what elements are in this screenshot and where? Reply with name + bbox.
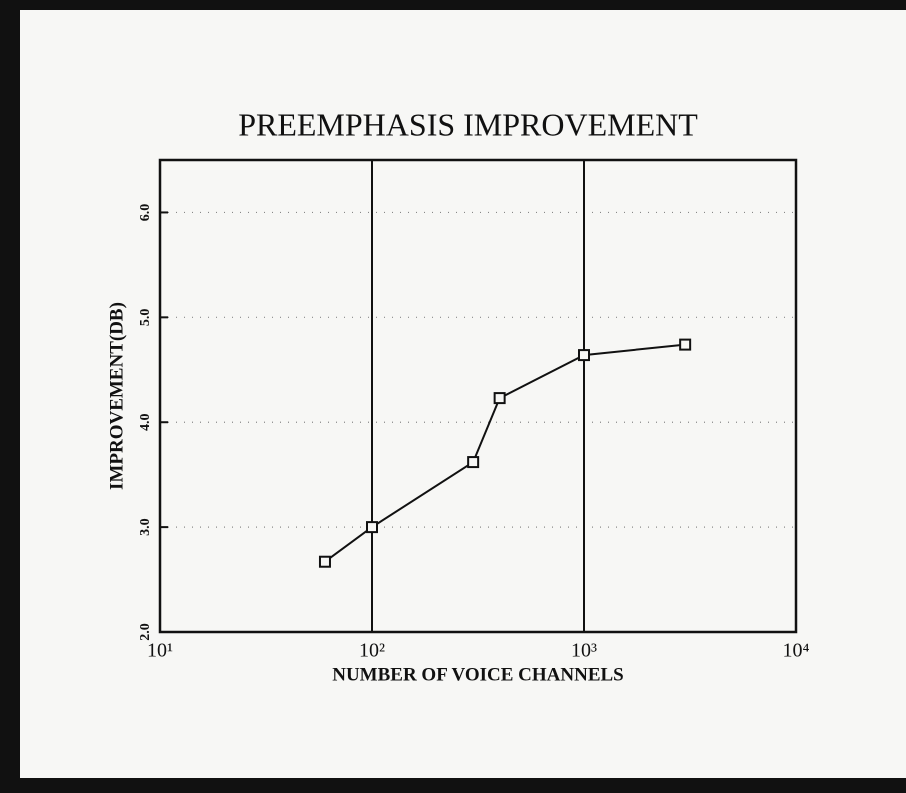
y-tick-label: 5.0 xyxy=(138,309,153,327)
data-point xyxy=(366,521,378,534)
data-point xyxy=(493,392,506,405)
y-tick-label: 2.0 xyxy=(138,623,153,641)
x-tick-label: 10¹ xyxy=(147,640,173,662)
y-tick-label: 3.0 xyxy=(138,518,153,536)
plot-frame xyxy=(158,158,798,634)
data-point xyxy=(679,338,692,351)
page-panel xyxy=(20,10,906,778)
x-axis-label: NUMBER OF VOICE CHANNELS xyxy=(332,664,624,685)
data-line xyxy=(324,343,686,563)
y-axis-label: IMPROVEMENT(DB) xyxy=(106,302,127,490)
x-tick-label: 10² xyxy=(359,640,385,662)
chart-title: PREEMPHASIS IMPROVEMENT xyxy=(238,106,698,142)
x-tick-label: 10³ xyxy=(571,640,597,662)
y-tick-label: 4.0 xyxy=(138,413,153,431)
y-tick-label: 6.0 xyxy=(138,204,153,222)
x-tick-label: 10⁴ xyxy=(783,640,810,662)
data-point xyxy=(318,555,331,568)
data-point xyxy=(578,349,590,362)
data-point xyxy=(467,456,480,469)
